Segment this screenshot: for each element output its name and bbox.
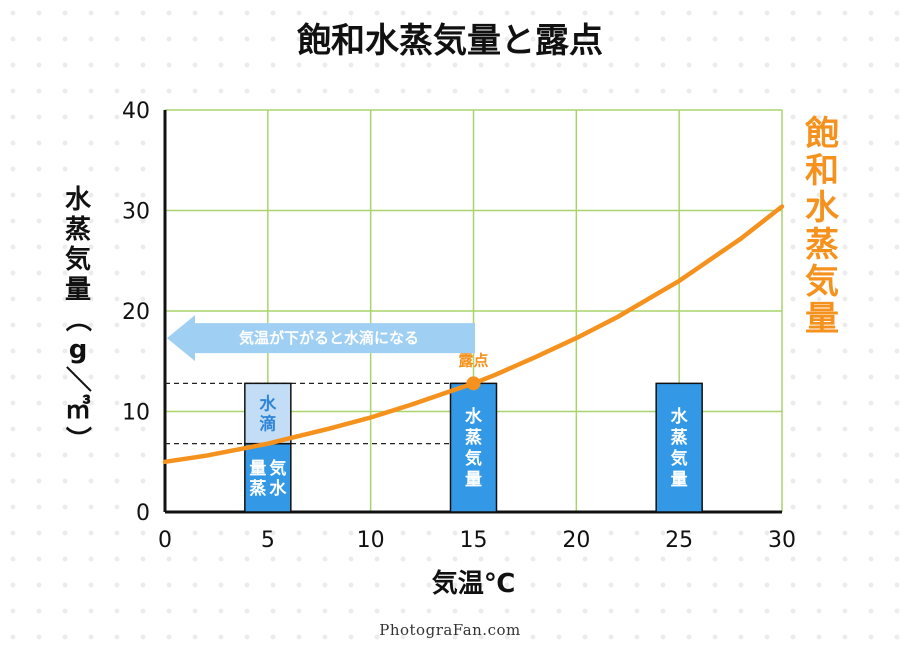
y-tick-label: 10: [122, 401, 150, 426]
y-axis-title-char: （: [62, 306, 92, 332]
y-axis-title-char: ／: [62, 366, 92, 392]
cooling-arrow: 気温が下がると水滴になる: [167, 315, 475, 362]
series-label-char: 気: [805, 262, 839, 302]
series-label-char: 量: [805, 299, 839, 339]
x-tick-label: 0: [158, 528, 172, 553]
bar-droplet-label: 水: [259, 394, 277, 415]
bar-vapor-label: 蒸: [671, 428, 688, 448]
x-tick-label: 25: [665, 528, 693, 553]
tick-labels: 0 5 10 15 20 25 30 0 10 20 30 40: [122, 99, 796, 553]
bar-vapor-label: 気: [268, 458, 286, 479]
y-tick-label: 0: [136, 501, 150, 526]
y-tick-label: 20: [122, 300, 150, 325]
y-axis-title-char: g: [69, 335, 88, 365]
y-axis-title-char: 気: [65, 244, 91, 275]
y-axis-title-char: ）: [62, 426, 92, 452]
y-axis-title-char: ㎥: [65, 394, 91, 425]
bar-vapor-label: 水: [269, 478, 287, 499]
arrow-shape: [167, 315, 475, 362]
x-tick-label: 30: [768, 528, 796, 553]
dew-point-label: 露点: [458, 351, 488, 369]
bar-droplet-label: 滴: [259, 414, 276, 435]
dew-point-marker: [466, 376, 481, 391]
series-label-char: 水: [805, 188, 840, 228]
bar-water-vapor: [655, 382, 703, 513]
bar-water-vapor: [449, 382, 498, 513]
chart-title: 飽和水蒸気量と露点: [297, 21, 603, 61]
y-axis-title-char: 量: [65, 275, 91, 305]
bar-vapor-label: 蒸: [249, 479, 266, 499]
y-tick-label: 40: [122, 99, 150, 124]
credit-text: PhotograFan.com: [379, 621, 520, 639]
x-tick-label: 10: [357, 528, 385, 553]
bar-vapor-label: 量: [671, 469, 688, 490]
bar-group: 水蒸気量: [449, 382, 498, 513]
bar-vapor-label: 気: [464, 448, 482, 469]
series-label-char: 飽: [805, 114, 839, 154]
y-axis-title-char: 蒸: [65, 215, 91, 245]
reference-lines: [165, 382, 474, 445]
x-axis-title: 気温℃: [432, 568, 516, 599]
bar-group: 水蒸気量: [655, 382, 703, 513]
bar-water-droplets: [244, 382, 292, 445]
series-label-char: 蒸: [805, 225, 839, 265]
bar-vapor-label: 水: [671, 406, 689, 427]
x-tick-label: 15: [460, 528, 488, 553]
x-tick-label: 5: [261, 528, 275, 553]
x-tick-label: 20: [562, 528, 590, 553]
bar-vapor-label: 気: [670, 448, 688, 469]
arrow-label: 気温が下がると水滴になる: [239, 329, 419, 347]
series-label-char: 和: [805, 151, 839, 191]
y-axis-title-char: 水: [65, 185, 92, 215]
y-tick-label: 30: [122, 200, 150, 225]
bar-vapor-label: 量: [249, 458, 266, 479]
bar-vapor-label: 蒸: [465, 428, 482, 448]
bar-vapor-label: 水: [465, 406, 483, 427]
bar-vapor-label: 量: [465, 469, 482, 490]
